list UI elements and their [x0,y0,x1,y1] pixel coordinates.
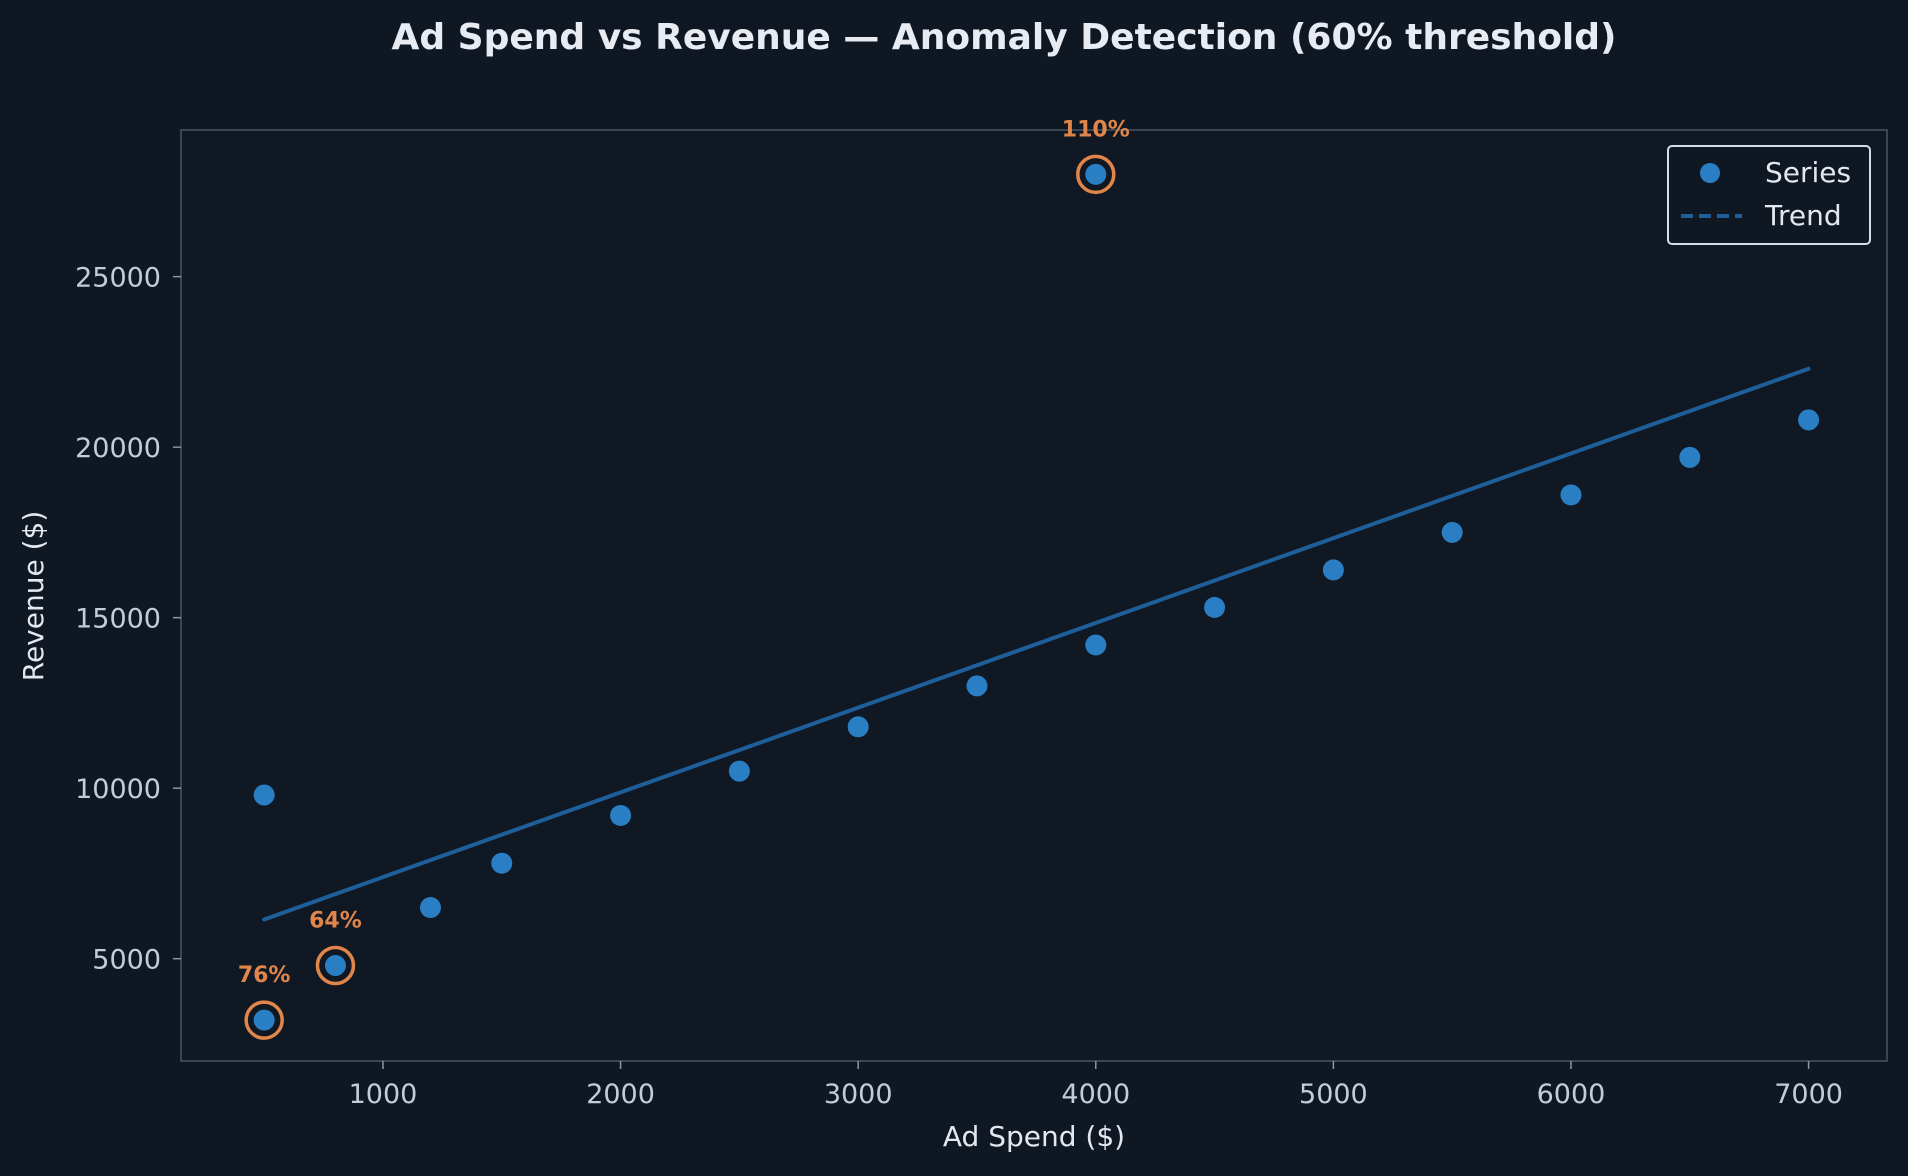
data-point [1798,409,1820,431]
data-point [1085,163,1107,185]
data-point [610,804,632,826]
anomaly-ring [1076,154,1116,195]
data-point [253,784,275,806]
y-tick-label: 15000 [75,604,161,635]
x-tick-label: 5000 [1299,1079,1368,1110]
plot-area [180,129,1888,1062]
data-point [1204,596,1226,618]
anomaly-label: 64% [309,909,362,934]
legend-series-label: Series [1765,156,1851,189]
anomaly-label: 110% [1062,117,1130,142]
x-tick-label: 2000 [586,1079,655,1110]
data-point [966,675,988,697]
data-point [847,716,869,738]
data-point [419,897,441,919]
y-tick-label: 5000 [92,945,161,976]
data-point [1441,521,1463,543]
x-tick-label: 6000 [1537,1079,1606,1110]
data-point [1085,634,1107,656]
x-axis-label: Ad Spend ($) [943,1120,1125,1153]
trend-line-group [262,366,1811,922]
data-point [253,1009,275,1031]
data-point [1322,559,1344,581]
anomaly-ring [315,945,356,986]
y-tick-label: 20000 [75,433,161,464]
data-point [728,760,750,782]
data-point [491,852,513,874]
anomaly-ring [244,1000,284,1040]
data-point [1560,484,1582,506]
y-tick-label: 25000 [75,263,161,294]
trend-line [262,366,1811,922]
x-tick-label: 3000 [824,1079,893,1110]
legend-trend-label: Trend [1764,199,1842,232]
anomaly-markers: 110% 64% 76% [238,117,1130,1040]
chart-title: Ad Spend vs Revenue — Anomaly Detection … [392,17,1617,58]
x-tick-label: 1000 [349,1079,418,1110]
y-axis-label: Revenue ($) [17,511,50,682]
legend-series-marker [1700,163,1720,183]
anomaly-label: 76% [238,963,291,988]
y-tick-label: 10000 [75,774,161,805]
axis-ticks: 1000 2000 3000 4000 5000 6000 7000 5000 10000 150… [75,263,1843,1110]
data-points [253,163,1820,1031]
x-tick-label: 4000 [1061,1079,1130,1110]
x-tick-label: 7000 [1774,1079,1843,1110]
legend: Series Trend [1667,145,1871,245]
data-point [1679,446,1701,468]
data-point [324,955,346,977]
